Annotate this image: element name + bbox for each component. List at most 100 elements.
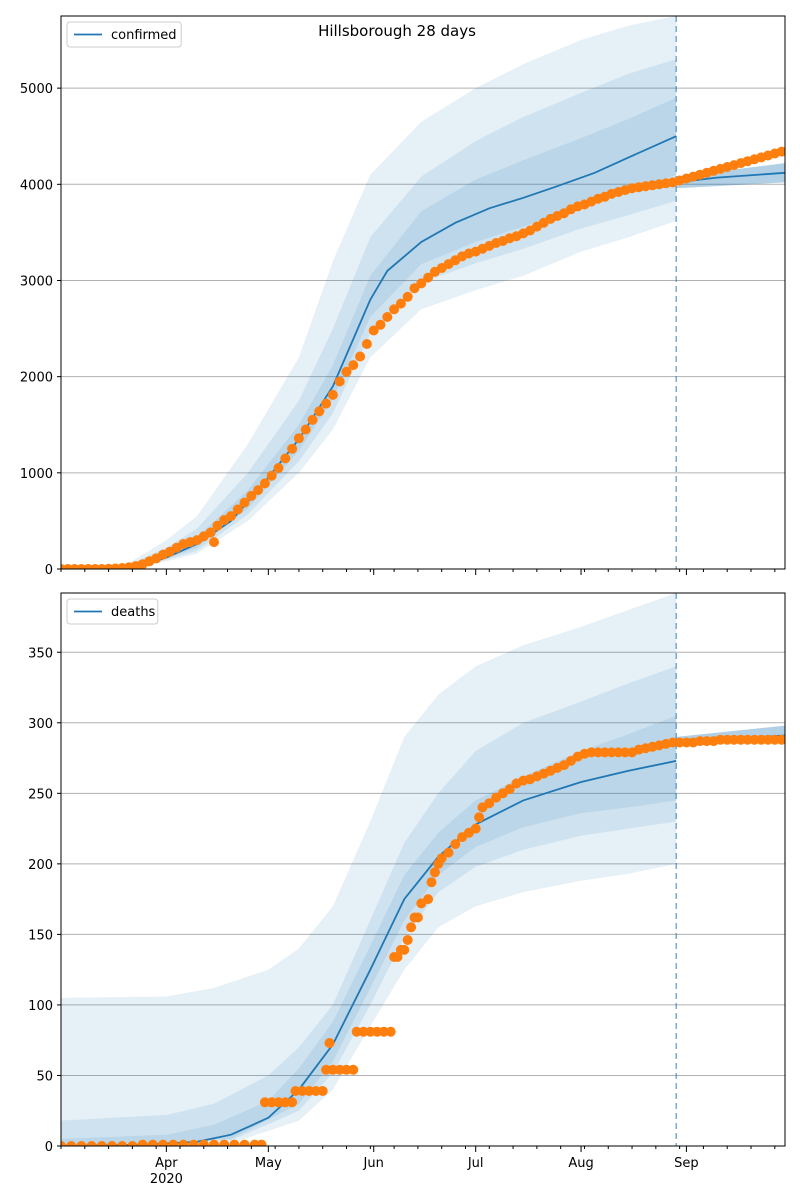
deaths-observed-point bbox=[107, 1141, 117, 1146]
confirmed-observed-point bbox=[341, 366, 352, 377]
confirmed-observed-point bbox=[423, 272, 434, 283]
confirmed-observed-point bbox=[334, 376, 345, 387]
deaths-observed-point bbox=[76, 1141, 87, 1146]
y-axis: 0 50 100 150 200 250 300 350 bbox=[28, 646, 61, 1155]
y-axis: 0 1000 2000 3000 4000 5000 bbox=[20, 82, 61, 578]
confirmed-observed-point bbox=[382, 312, 393, 322]
confirmed-observed-point bbox=[776, 146, 785, 157]
deaths-observed-point bbox=[137, 1139, 148, 1146]
confirmed-plot-area bbox=[61, 16, 785, 569]
y-tick-label: 1000 bbox=[20, 467, 53, 482]
y-tick-label: 0 bbox=[45, 563, 53, 578]
deaths-observed-point bbox=[443, 847, 454, 858]
deaths-panel: 0 50 100 150 200 250 300 350 Apr May Jun Jul Aug Sep 2… bbox=[28, 592, 786, 1187]
axes-frame bbox=[60, 15, 786, 570]
confirmed-band-middle bbox=[61, 59, 677, 569]
deaths-observed-point bbox=[450, 839, 461, 850]
x-tick-label: May bbox=[255, 1156, 282, 1171]
confirmed-observed-point bbox=[205, 527, 216, 538]
confirmed-observed-point bbox=[246, 490, 257, 501]
deaths-observed-point bbox=[117, 1141, 128, 1146]
legend-label: confirmed bbox=[111, 28, 177, 43]
confirmed-observed-point bbox=[300, 424, 311, 435]
confirmed-band-inner bbox=[61, 97, 677, 569]
x-axis: Apr May Jun Jul Aug Sep 2020 bbox=[60, 1146, 776, 1187]
deaths-observed-point bbox=[287, 1097, 298, 1108]
confirmed-observed-point bbox=[232, 504, 243, 515]
deaths-observed-point bbox=[423, 894, 434, 905]
confirmed-band-outer bbox=[61, 16, 677, 569]
deaths-observed-point bbox=[127, 1141, 138, 1146]
x-tick-label: Jul bbox=[467, 1156, 484, 1171]
deaths-observed-point bbox=[429, 867, 440, 878]
y-tick-label: 5000 bbox=[20, 82, 53, 97]
deaths-observed-point bbox=[168, 1139, 179, 1146]
deaths-observed-point bbox=[147, 1139, 158, 1146]
deaths-observed-point bbox=[256, 1139, 267, 1146]
y-tick-label: 50 bbox=[36, 1069, 53, 1084]
y-tick-label: 250 bbox=[28, 787, 53, 802]
legend-box bbox=[66, 598, 159, 625]
x-axis bbox=[60, 569, 776, 575]
x-tick-label: Jun bbox=[363, 1156, 384, 1171]
deaths-observed-point bbox=[412, 912, 423, 923]
confirmed-observed-point bbox=[280, 453, 291, 464]
confirmed-observed-point bbox=[389, 304, 400, 315]
deaths-legend: deaths bbox=[66, 598, 159, 625]
deaths-observed-point bbox=[399, 944, 410, 955]
confirmed-observed-point bbox=[287, 443, 298, 454]
deaths-observed-point bbox=[219, 1139, 230, 1146]
x-tick-label: Aug bbox=[568, 1156, 593, 1171]
axes-frame bbox=[60, 592, 786, 1147]
deaths-observed-point bbox=[61, 1141, 66, 1146]
confirmed-observed-point bbox=[253, 485, 264, 496]
x-tick-label: Sep bbox=[674, 1156, 699, 1171]
legend-label: deaths bbox=[111, 605, 156, 620]
y-tick-label: 3000 bbox=[20, 274, 53, 289]
y-tick-label: 150 bbox=[28, 928, 53, 943]
confirmed-observed-point bbox=[361, 339, 372, 349]
deaths-observed-point bbox=[198, 1139, 209, 1146]
deaths-observed-point bbox=[158, 1139, 168, 1146]
y-tick-label: 200 bbox=[28, 858, 53, 873]
confirmed-observed-point bbox=[259, 478, 270, 489]
confirmed-observed-point bbox=[239, 497, 250, 508]
deaths-observed-point bbox=[239, 1139, 250, 1146]
deaths-observed-point bbox=[178, 1139, 189, 1146]
confirmed-observed-point bbox=[375, 319, 386, 330]
deaths-plot-area bbox=[61, 593, 785, 1146]
y-tick-label: 300 bbox=[28, 717, 53, 732]
deaths-observed-point bbox=[229, 1139, 240, 1146]
confirmed-observed-point bbox=[416, 278, 427, 289]
deaths-band-middle bbox=[61, 666, 677, 1146]
confirmed-legend: confirmed bbox=[66, 21, 182, 48]
confirmed-observed-point bbox=[321, 398, 332, 409]
confirmed-observed-point bbox=[226, 511, 236, 522]
deaths-observed-point bbox=[96, 1141, 107, 1146]
confirmed-observed-point bbox=[273, 463, 284, 473]
y-tick-label: 0 bbox=[45, 1140, 53, 1155]
deaths-observed-point bbox=[86, 1141, 97, 1146]
confirmed-observed-point bbox=[368, 325, 379, 336]
deaths-observed-point bbox=[209, 1139, 219, 1146]
confirmed-observed-point bbox=[395, 298, 406, 309]
deaths-observed-point bbox=[402, 935, 413, 945]
x-tick-label: Apr bbox=[155, 1156, 178, 1171]
deaths-observed-point bbox=[426, 877, 437, 888]
y-tick-label: 4000 bbox=[20, 178, 53, 193]
deaths-observed-point bbox=[317, 1086, 328, 1096]
confirmed-observed-point bbox=[348, 360, 359, 371]
deaths-median-line bbox=[61, 760, 677, 1146]
deaths-observed-point bbox=[436, 853, 447, 864]
confirmed-observed-point bbox=[293, 433, 304, 444]
deaths-observed-point bbox=[474, 812, 485, 823]
deaths-observed-point bbox=[188, 1139, 199, 1146]
y-tick-label: 2000 bbox=[20, 371, 53, 386]
deaths-band-inner bbox=[61, 715, 677, 1146]
confirmed-observed-point bbox=[402, 291, 413, 302]
deaths-observed-point bbox=[484, 798, 495, 809]
deaths-observed-point bbox=[348, 1064, 359, 1075]
confirmed-observed-point bbox=[209, 537, 219, 548]
confirmed-observed-point bbox=[212, 520, 223, 531]
